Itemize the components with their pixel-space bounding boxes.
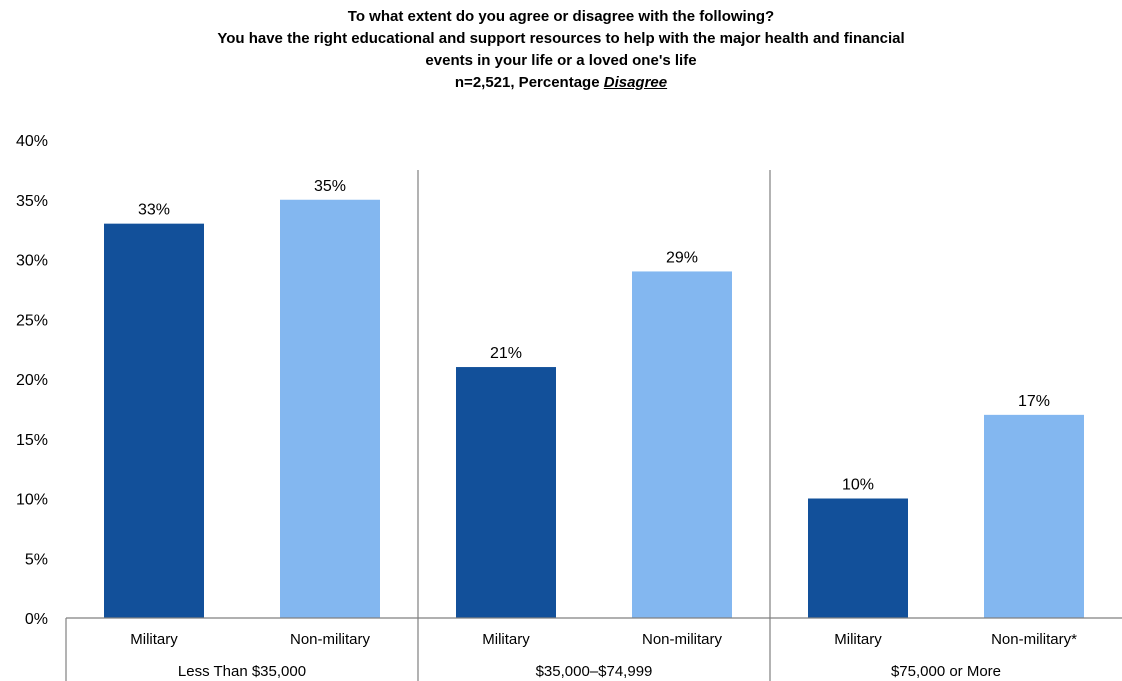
data-label: 33% xyxy=(138,202,170,219)
data-label: 29% xyxy=(666,249,698,266)
bar-military xyxy=(808,498,908,618)
chart-subtitle-emphasis: Disagree xyxy=(603,74,668,91)
data-label: 35% xyxy=(314,178,346,195)
chart-title-line-2: You have the right educational and suppo… xyxy=(217,30,905,47)
category-label: Military xyxy=(130,631,178,648)
data-label: 10% xyxy=(842,477,874,494)
category-label: Non-military* xyxy=(991,631,1077,648)
chart-subtitle: n=2,521, Percentage Disagree xyxy=(0,72,1122,94)
bar-non-military xyxy=(984,414,1084,618)
data-label: 17% xyxy=(1018,393,1050,410)
category-label: Non-military xyxy=(642,631,723,648)
group-label: Less Than $35,000 xyxy=(178,663,306,680)
y-tick-label: 10% xyxy=(16,492,48,509)
chart-title-line-3: events in your life or a loved one's lif… xyxy=(425,52,697,69)
category-label: Military xyxy=(834,631,882,648)
bar-non-military xyxy=(280,199,380,618)
bar-military xyxy=(456,367,556,618)
y-tick-label: 15% xyxy=(16,432,48,449)
y-tick-label: 30% xyxy=(16,253,48,270)
chart-title-line-1: To what extent do you agree or disagree … xyxy=(347,8,775,25)
data-label: 21% xyxy=(490,345,522,362)
y-tick-label: 0% xyxy=(25,611,48,628)
y-tick-label: 25% xyxy=(16,312,48,329)
chart-title-block: To what extent do you agree or disagree … xyxy=(0,6,1122,94)
y-tick-label: 20% xyxy=(16,372,48,389)
y-tick-label: 35% xyxy=(16,193,48,210)
bar-military xyxy=(104,223,204,618)
category-label: Military xyxy=(482,631,530,648)
chart-subtitle-prefix: n=2,521, Percentage xyxy=(454,74,604,91)
y-tick-label: 5% xyxy=(25,551,48,568)
category-label: Non-military xyxy=(290,631,371,648)
group-label: $75,000 or More xyxy=(891,663,1001,680)
bar-non-military xyxy=(632,271,732,618)
y-tick-label: 40% xyxy=(16,133,48,150)
group-label: $35,000–$74,999 xyxy=(536,663,653,680)
